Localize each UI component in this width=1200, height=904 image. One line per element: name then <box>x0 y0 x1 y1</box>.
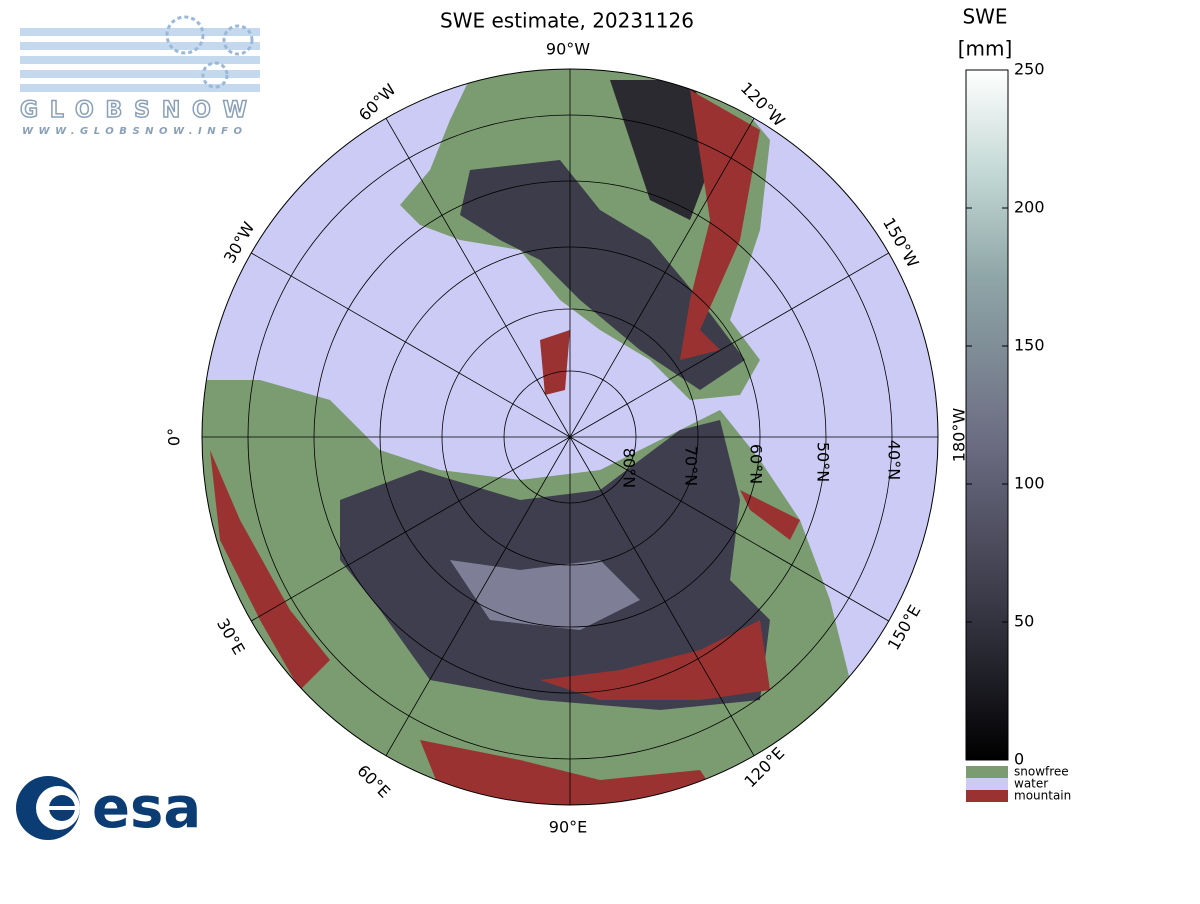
meridian <box>569 436 889 622</box>
legend-swatch <box>966 766 1008 778</box>
longitude-label: 90°W <box>546 40 590 59</box>
esa-logo: esa <box>16 776 201 841</box>
meridian <box>569 436 755 756</box>
legend-label: mountain <box>1014 789 1071 803</box>
meridian <box>251 436 571 622</box>
meridian <box>569 252 889 438</box>
colorbar-tick-label: 50 <box>1014 612 1034 631</box>
legend-label: snowfree <box>1014 765 1069 779</box>
colorbar-unit: [mm] <box>958 37 1013 61</box>
agency-name: esa <box>92 776 201 841</box>
latitude-label: 80°N <box>620 448 639 488</box>
meridian <box>385 118 571 438</box>
colorbar-tick-label: 250 <box>1014 60 1045 79</box>
meridian <box>385 436 571 756</box>
colorbar-tick-label: 100 <box>1014 474 1045 493</box>
longitude-label: 30°E <box>213 615 249 658</box>
legend-swatch <box>966 778 1008 790</box>
logo-name: GLOBSNOW <box>20 98 250 123</box>
colorbar-title: SWE <box>962 5 1007 29</box>
globsnow-logo: GLOBSNOW WWW.GLOBSNOW.INFO <box>19 15 260 137</box>
globe <box>202 69 938 805</box>
legend-label: water <box>1014 777 1048 791</box>
latitude-label: 40°N <box>885 440 904 480</box>
graticule <box>202 69 938 805</box>
map-title: SWE estimate, 20231126 <box>440 9 694 33</box>
latitude-label: 50°N <box>814 442 833 482</box>
legend-swatch <box>966 790 1008 802</box>
longitude-label: 90°E <box>549 818 587 837</box>
latitude-label: 60°N <box>747 444 766 484</box>
colorbar-tick-label: 200 <box>1014 198 1045 217</box>
colorbar <box>965 69 1009 761</box>
longitude-label: 60°E <box>353 761 394 802</box>
logo-url: WWW.GLOBSNOW.INFO <box>22 126 244 137</box>
colorbar-tick-label: 0 <box>1014 750 1024 769</box>
meridian <box>569 118 755 438</box>
meridian <box>251 252 571 438</box>
longitude-label: 180°W <box>950 408 969 463</box>
longitude-label: 0° <box>165 428 184 446</box>
latitude-label: 70°N <box>682 446 701 486</box>
colorbar-tick-label: 150 <box>1014 336 1045 355</box>
globe-outline <box>201 68 939 806</box>
